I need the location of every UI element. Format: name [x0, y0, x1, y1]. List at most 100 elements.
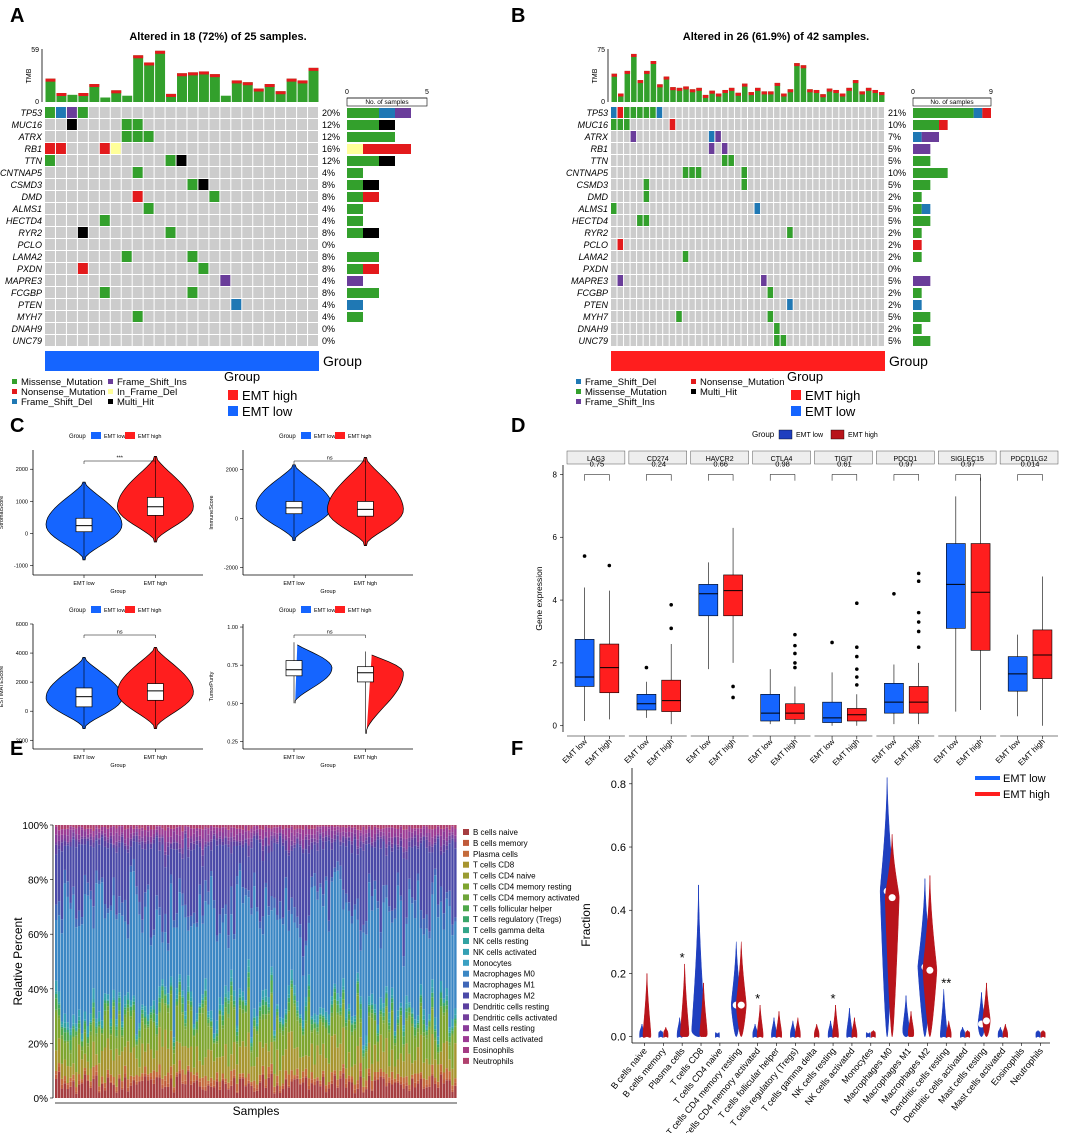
split-violin-high-mirror — [922, 875, 931, 1037]
split-violin-low — [676, 1017, 680, 1038]
oncoplot-cell — [297, 275, 308, 286]
stacked-bar-segment — [353, 825, 357, 828]
legend-label-high: EMT high — [138, 434, 161, 440]
y-tick-label: 0 — [25, 709, 28, 715]
stacked-bar-segment — [281, 1085, 285, 1089]
oncoplot-cell — [721, 299, 728, 310]
oncoplot-cell — [154, 155, 165, 166]
box-high — [908, 686, 929, 714]
oncoplot-cell — [858, 131, 865, 142]
stacked-bar-segment — [402, 966, 405, 1026]
stacked-bar-segment — [330, 1083, 334, 1098]
stacked-bar-segment — [261, 1073, 265, 1075]
stacked-bar-segment — [198, 828, 202, 836]
stacked-bar-segment — [83, 1032, 87, 1054]
stacked-bar-segment — [244, 842, 247, 889]
stacked-bar-segment — [106, 1038, 110, 1070]
stacked-bar-segment — [201, 1086, 204, 1090]
oncoplot-cell — [77, 155, 88, 166]
stacked-bar-segment — [77, 1023, 81, 1029]
oncoplot-cell — [198, 167, 209, 178]
oncoplot-cell — [66, 191, 77, 202]
oncoplot-cell — [110, 191, 121, 202]
mutation-cell — [45, 155, 55, 166]
stacked-bar-segment — [373, 889, 377, 1005]
stacked-bar-segment — [382, 828, 385, 833]
gene-percent: 5% — [888, 216, 901, 226]
stacked-bar-segment — [419, 997, 423, 1003]
side-count-bar — [347, 252, 379, 262]
stacked-bar-segment — [319, 1013, 322, 1015]
stacked-bar-segment — [451, 935, 454, 1020]
stacked-bar-segment — [258, 1010, 262, 1017]
side-count-bar — [913, 156, 931, 166]
stacked-bar-segment — [376, 827, 380, 830]
oncoplot-cell — [624, 143, 630, 154]
stacked-bar-segment — [359, 1022, 362, 1038]
stacked-bar-segment — [138, 914, 141, 1024]
stacked-bar-segment — [408, 1004, 411, 1008]
stacked-bar-segment — [359, 832, 362, 836]
oncoplot-cell — [754, 239, 761, 250]
oncoplot-cell — [741, 131, 747, 142]
oncoplot-cell — [663, 179, 669, 190]
stacked-bar-segment — [362, 1049, 365, 1051]
stacked-bar-segment — [267, 1073, 270, 1078]
oncoplot-cell — [676, 251, 682, 262]
stacked-bar-segment — [416, 1024, 420, 1029]
stacked-bar-segment — [382, 839, 385, 842]
stacked-bar-segment — [258, 1019, 262, 1042]
stacked-bar-segment — [376, 1078, 380, 1081]
oncoplot-cell — [774, 311, 780, 322]
stacked-bar-segment — [327, 825, 331, 827]
stacked-bar-segment — [235, 1043, 239, 1065]
side-count-bar — [347, 312, 363, 322]
oncoplot-cell — [154, 191, 165, 202]
legend-swatch-high — [125, 606, 135, 613]
stacked-bar-segment — [158, 907, 161, 916]
stacked-bar-segment — [201, 923, 204, 995]
stacked-bar-segment — [164, 1005, 167, 1030]
oncoplot-cell — [819, 179, 826, 190]
box-high — [723, 574, 743, 617]
stacked-bar-segment — [425, 826, 428, 834]
stacked-bar-segment — [316, 1024, 319, 1028]
stacked-bar-segment — [301, 1026, 305, 1029]
stacked-bar-segment — [370, 845, 374, 848]
stacked-bar-segment — [359, 996, 362, 1002]
stacked-bar-segment — [106, 999, 110, 1001]
oncoplot-cell — [682, 155, 689, 166]
stacked-bar-segment — [376, 829, 380, 834]
stacked-bar-segment — [95, 828, 98, 835]
mutation-cell — [643, 107, 650, 118]
stacked-bar-segment — [63, 1043, 67, 1060]
stacked-bar-segment — [144, 1018, 147, 1025]
stacked-bar-segment — [112, 848, 115, 878]
box-outlier — [669, 602, 673, 607]
oncoplot-cell — [734, 203, 741, 214]
gene-label: ALMS1 — [11, 204, 42, 214]
stacked-bar-segment — [95, 826, 98, 829]
stacked-bar-segment — [92, 842, 95, 848]
oncoplot-cell — [858, 239, 865, 250]
gene-label: PXDN — [583, 264, 609, 274]
stacked-bar-segment — [250, 908, 253, 915]
stacked-bar-segment — [431, 844, 434, 847]
oncoplot-cell — [669, 263, 676, 274]
stacked-bar-segment — [63, 1059, 67, 1077]
oncoplot-cell — [45, 239, 55, 250]
split-violin-high — [835, 1005, 839, 1038]
gene-label: DNAH9 — [11, 324, 42, 334]
oncoplot-cell — [242, 155, 253, 166]
stacked-bar-segment — [405, 1085, 408, 1098]
stacked-bar-segment — [60, 1035, 64, 1040]
y-tick-label: 0 — [235, 517, 238, 523]
stacked-bar-segment — [57, 915, 61, 992]
tmb-bar-nonsense — [696, 87, 702, 91]
stacked-bar-segment — [86, 825, 90, 829]
stacked-bar-segment — [439, 998, 443, 1007]
stacked-bar-segment — [396, 1082, 400, 1098]
stacked-bar-segment — [172, 1040, 176, 1043]
stacked-bar-segment — [270, 974, 273, 981]
oncoplot-cell — [871, 263, 878, 274]
